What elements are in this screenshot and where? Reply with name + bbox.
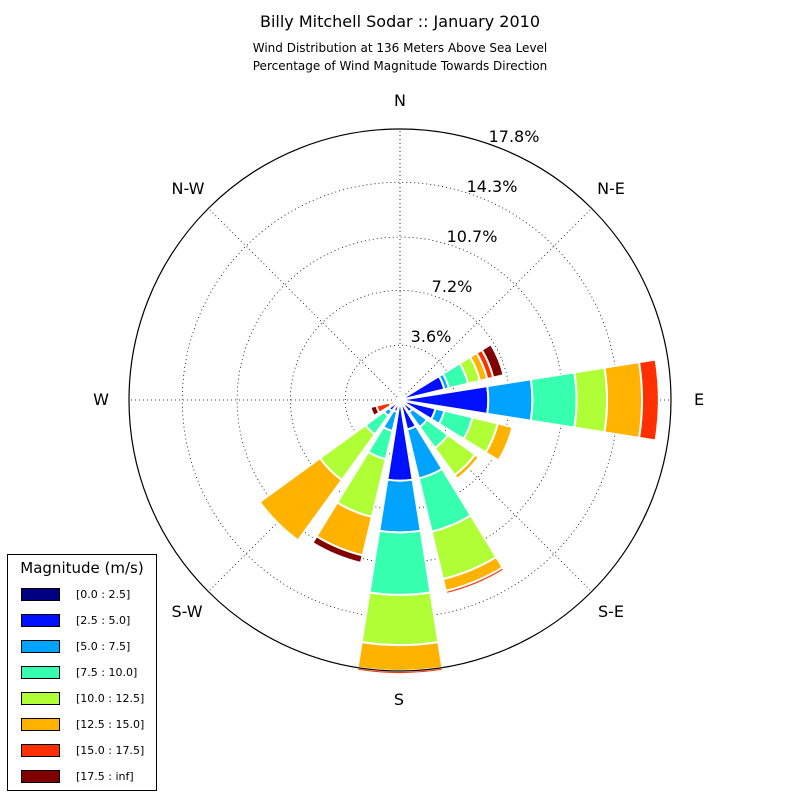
rose-bar-segment bbox=[486, 378, 534, 422]
legend-swatch bbox=[21, 692, 60, 705]
legend-swatch bbox=[21, 614, 60, 627]
legend-swatch bbox=[21, 640, 60, 653]
outer-circle bbox=[128, 128, 672, 672]
radial-tick-label: 3.6% bbox=[411, 327, 452, 346]
rose-bar-segment bbox=[369, 404, 381, 418]
rose-bar-segment bbox=[256, 500, 300, 544]
legend-swatch bbox=[21, 718, 60, 731]
legend-label: [2.5 : 5.0] bbox=[76, 614, 131, 627]
radial-tick-label: 10.7% bbox=[447, 227, 498, 246]
radial-tick-label: 14.3% bbox=[467, 177, 518, 196]
direction-label: N-W bbox=[172, 179, 205, 198]
radial-tick-label: 7.2% bbox=[432, 277, 473, 296]
legend-item: [0.0 : 2.5] bbox=[21, 588, 151, 602]
legend-label: [5.0 : 7.5] bbox=[76, 640, 131, 653]
chart-subtitle-height: Wind Distribution at 136 Meters Above Se… bbox=[252, 41, 548, 55]
rose-bar-segment bbox=[311, 534, 364, 565]
direction-label: E bbox=[694, 390, 704, 409]
rose-bar-segment bbox=[360, 591, 440, 647]
rose-bar-segment bbox=[480, 342, 505, 379]
chart-title: Billy Mitchell Sodar :: January 2010 bbox=[259, 12, 541, 31]
radial-tick-label: 17.8% bbox=[489, 127, 540, 146]
direction-label: N-E bbox=[597, 179, 625, 198]
legend-label: [7.5 : 10.0] bbox=[76, 666, 138, 679]
rose-bar-segment bbox=[573, 366, 609, 434]
direction-label: S-E bbox=[598, 602, 624, 621]
rose-bar-segment bbox=[378, 478, 422, 534]
legend-label: [17.5 : inf] bbox=[76, 770, 134, 783]
direction-label: S-W bbox=[171, 602, 202, 621]
rose-bar-segment bbox=[397, 395, 401, 401]
direction-label: N bbox=[394, 91, 406, 110]
direction-label: S bbox=[394, 690, 404, 709]
rose-bar-segment bbox=[497, 425, 516, 463]
legend-label: [0.0 : 2.5] bbox=[76, 588, 131, 601]
legend-swatch bbox=[21, 666, 60, 679]
legend-title: Magnitude (m/s) bbox=[20, 559, 144, 577]
legend-swatch bbox=[21, 588, 60, 601]
legend-swatch bbox=[21, 770, 60, 783]
rose-bar-segment bbox=[603, 360, 644, 440]
legend-item: [15.0 : 17.5] bbox=[21, 744, 151, 758]
legend-item: [5.0 : 7.5] bbox=[21, 640, 151, 654]
legend-item: [10.0 : 12.5] bbox=[21, 692, 151, 706]
legend-item: [12.5 : 15.0] bbox=[21, 718, 151, 732]
rose-bar-segment bbox=[368, 529, 432, 596]
legend: Magnitude (m/s) [0.0 : 2.5] [2.5 : 5.0] [5… bbox=[7, 554, 157, 791]
legend-label: [10.0 : 12.5] bbox=[76, 692, 145, 705]
legend-item: [2.5 : 5.0] bbox=[21, 614, 151, 628]
rose-bar-segment bbox=[529, 371, 578, 429]
legend-item: [7.5 : 10.0] bbox=[21, 666, 151, 680]
legend-label: [15.0 : 17.5] bbox=[76, 744, 145, 757]
rose-bar-segment bbox=[356, 640, 444, 672]
legend-item: [17.5 : inf] bbox=[21, 770, 151, 784]
legend-label: [12.5 : 15.0] bbox=[76, 718, 145, 731]
rose-bar-segment bbox=[444, 566, 506, 596]
chart-subtitle-description: Percentage of Wind Magnitude Towards Dir… bbox=[252, 59, 548, 73]
rose-bar-segment bbox=[637, 358, 660, 442]
grid-spoke bbox=[208, 208, 401, 401]
rose-bar-segment bbox=[453, 453, 481, 481]
direction-label: W bbox=[93, 390, 109, 409]
legend-swatch bbox=[21, 744, 60, 757]
